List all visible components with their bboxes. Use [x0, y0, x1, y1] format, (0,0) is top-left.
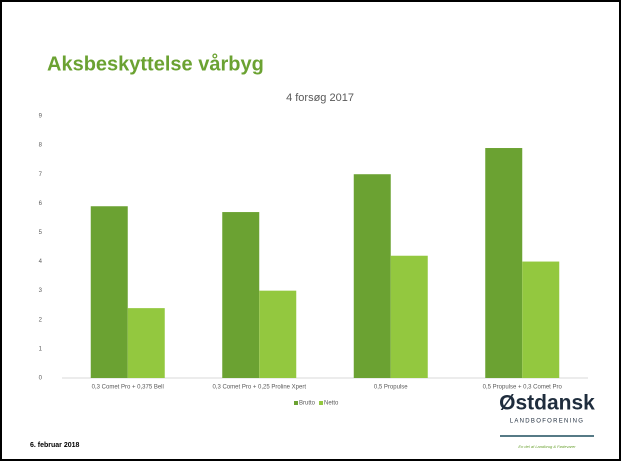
- legend-swatch: [319, 401, 324, 405]
- bar: [353, 174, 391, 378]
- chart: 0 1 2 3 4 5 6 7 8 9 0,3 Comet Pro + 0,375 Bell 0,3 …: [39, 114, 588, 407]
- logo-tagline: En del af Landbrug & Fødevarer: [518, 444, 576, 449]
- chart-title: 4 forsøg 2017: [286, 92, 354, 104]
- legend-swatch: [294, 401, 298, 405]
- bar: [522, 261, 560, 378]
- y-tick-label: 4: [39, 259, 43, 265]
- x-tick-label: 0,5 Propulse + 0,3 Comet Pro: [483, 385, 563, 391]
- legend-label: Netto: [324, 401, 339, 407]
- y-tick-label: 9: [39, 114, 43, 120]
- y-tick-label: 6: [39, 201, 43, 207]
- logo-sub: LANDBOFORENING: [510, 419, 585, 425]
- y-tick-label: 0: [39, 376, 43, 382]
- y-tick-label: 2: [39, 317, 43, 323]
- slide-title: Aksbeskyttelse vårbyg: [47, 52, 264, 75]
- x-tick-label: 0,3 Comet Pro + 0,25 Proline Xpert: [212, 385, 306, 391]
- bar: [259, 290, 297, 378]
- logo-name: Østdansk: [499, 392, 595, 415]
- y-tick-label: 5: [39, 230, 43, 236]
- legend-label: Brutto: [299, 401, 316, 407]
- bar: [127, 308, 165, 378]
- bar: [485, 148, 523, 378]
- y-tick-label: 1: [39, 346, 43, 352]
- bar: [90, 206, 128, 378]
- bar: [222, 212, 260, 378]
- y-tick-label: 7: [39, 172, 43, 178]
- x-tick-label: 0,5 Propulse: [374, 385, 408, 391]
- y-tick-label: 8: [39, 143, 43, 149]
- date: 6. februar 2018: [30, 442, 80, 449]
- bar: [390, 255, 428, 378]
- y-tick-label: 3: [39, 288, 43, 294]
- x-tick-label: 0,3 Comet Pro + 0,375 Bell: [92, 385, 164, 391]
